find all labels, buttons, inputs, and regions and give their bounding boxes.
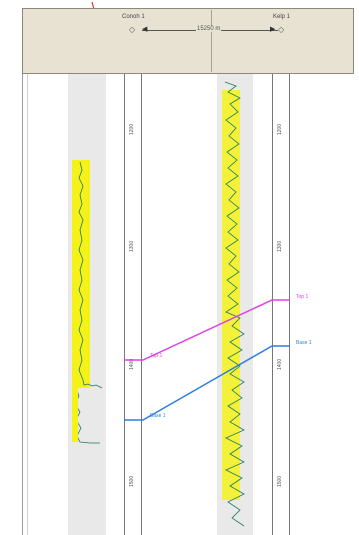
right-arrow-icon: ▶ xyxy=(270,26,276,33)
marker-label-top-right: Top 1 xyxy=(296,294,308,300)
log-curve-left-lower xyxy=(74,387,100,444)
log-fill-left-lower xyxy=(72,388,78,442)
well-name-right[interactable]: Kelp 1 xyxy=(273,14,291,20)
header-divider xyxy=(211,10,212,72)
depth-column-left xyxy=(124,74,142,535)
panel-left-border-inner xyxy=(27,74,28,535)
marker-label-top-left: Top 1 xyxy=(150,353,162,359)
well-right-marker: ◇ xyxy=(278,25,285,34)
left-arrow-icon: ◀ xyxy=(142,26,148,33)
marker-label-base-left: Base 1 xyxy=(150,413,166,419)
marker-label-base-right: Base 1 xyxy=(296,340,312,346)
panel-left-border xyxy=(22,74,23,535)
well-left-marker: ◇ xyxy=(129,25,136,34)
well-name-left[interactable]: Conoh 1 xyxy=(122,14,145,20)
log-curve-left xyxy=(78,161,103,389)
log-fill-right xyxy=(222,90,240,500)
distance-label: 15250 m xyxy=(196,26,222,32)
marker-line-top[interactable] xyxy=(124,299,290,361)
depth-column-right xyxy=(272,74,290,535)
marker-line-base[interactable] xyxy=(124,345,290,421)
log-curve-right xyxy=(224,81,245,527)
well-header xyxy=(22,8,354,74)
